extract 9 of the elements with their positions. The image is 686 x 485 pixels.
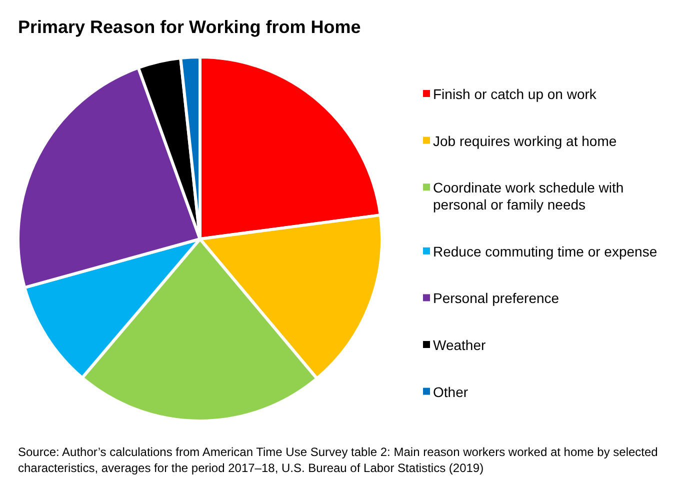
legend-label: Job requires working at home — [433, 132, 617, 149]
source-note: Source: Author’s calculations from American Time Use Survey table 2: Main reason workers worked at home by selected characteristics, averages for the period 2017–18, U.S. Bureau of Labor Statistics (2019) — [18, 445, 658, 475]
legend-label: Finish or catch up on work — [433, 86, 598, 102]
legend-label: Reduce commuting time or expense — [433, 243, 658, 260]
chart-title: Primary Reason for Working from Home — [18, 17, 361, 37]
legend-label: Weather — [433, 337, 486, 353]
legend-label: Coordinate work schedule with personal or family needs — [433, 180, 624, 213]
legend-label: Other — [433, 384, 468, 400]
legend-label: Personal preference — [433, 290, 560, 306]
